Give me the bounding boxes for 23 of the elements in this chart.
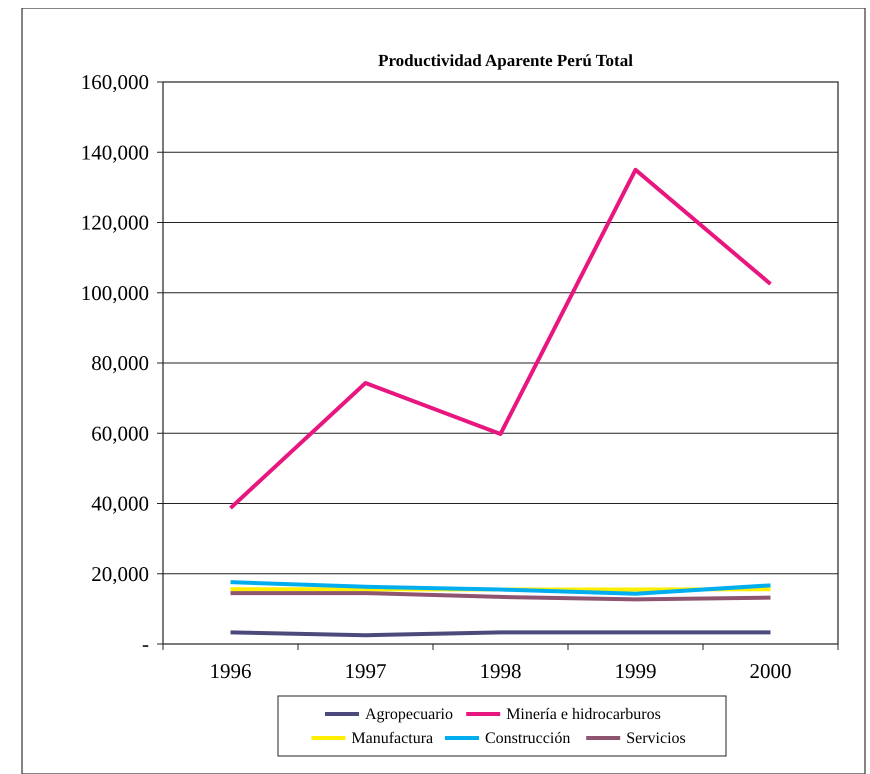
x-tick-label: 1997 xyxy=(344,659,386,683)
x-tick-label: 1996 xyxy=(210,659,252,683)
y-tick-label: 120,000 xyxy=(80,210,149,234)
x-tick-label: 1999 xyxy=(614,659,656,683)
x-tick-label: 2000 xyxy=(750,659,792,683)
y-tick-label: - xyxy=(142,632,149,656)
chart-title: Productividad Aparente Perú Total xyxy=(378,51,634,70)
legend-label: Minería e hidrocarburos xyxy=(506,706,661,723)
y-tick-label: 80,000 xyxy=(91,351,149,375)
x-tick-label: 1998 xyxy=(480,659,522,683)
line-series xyxy=(228,591,772,602)
y-tick-label: 60,000 xyxy=(91,421,149,446)
y-tick-label: 140,000 xyxy=(80,140,149,164)
y-tick-label: 20,000 xyxy=(91,562,149,586)
legend-label: Manufactura xyxy=(351,730,434,747)
legend-label: Agropecuario xyxy=(365,706,453,723)
line-series xyxy=(228,168,772,510)
legend-label: Construcción xyxy=(485,730,570,747)
y-tick-label: 40,000 xyxy=(91,492,149,516)
y-tick-label: 100,000 xyxy=(80,280,149,305)
legend-label: Servicios xyxy=(626,730,686,747)
line-series xyxy=(228,580,772,596)
y-tick-label: 160,000 xyxy=(80,70,149,94)
